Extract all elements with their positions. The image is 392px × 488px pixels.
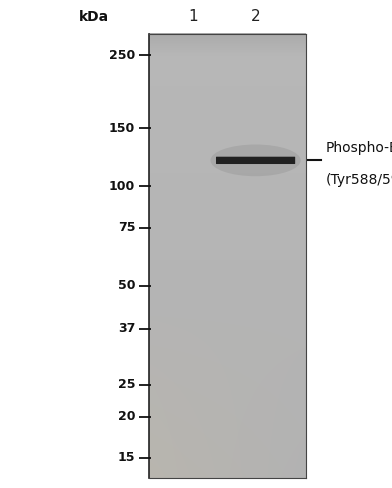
- Text: 250: 250: [109, 49, 135, 62]
- Text: Phospho-EPHA2/3: Phospho-EPHA2/3: [325, 141, 392, 155]
- Text: 150: 150: [109, 122, 135, 135]
- Text: 1: 1: [188, 9, 198, 24]
- Text: 100: 100: [109, 180, 135, 193]
- Text: 2: 2: [251, 9, 260, 24]
- Ellipse shape: [211, 144, 301, 176]
- Text: 25: 25: [118, 378, 135, 391]
- Text: 75: 75: [118, 221, 135, 234]
- Text: kDa: kDa: [79, 10, 109, 24]
- Text: 15: 15: [118, 451, 135, 464]
- Text: 20: 20: [118, 410, 135, 423]
- FancyBboxPatch shape: [216, 157, 295, 164]
- Text: 50: 50: [118, 279, 135, 292]
- Text: (Tyr588/596): (Tyr588/596): [325, 173, 392, 187]
- Text: 37: 37: [118, 322, 135, 335]
